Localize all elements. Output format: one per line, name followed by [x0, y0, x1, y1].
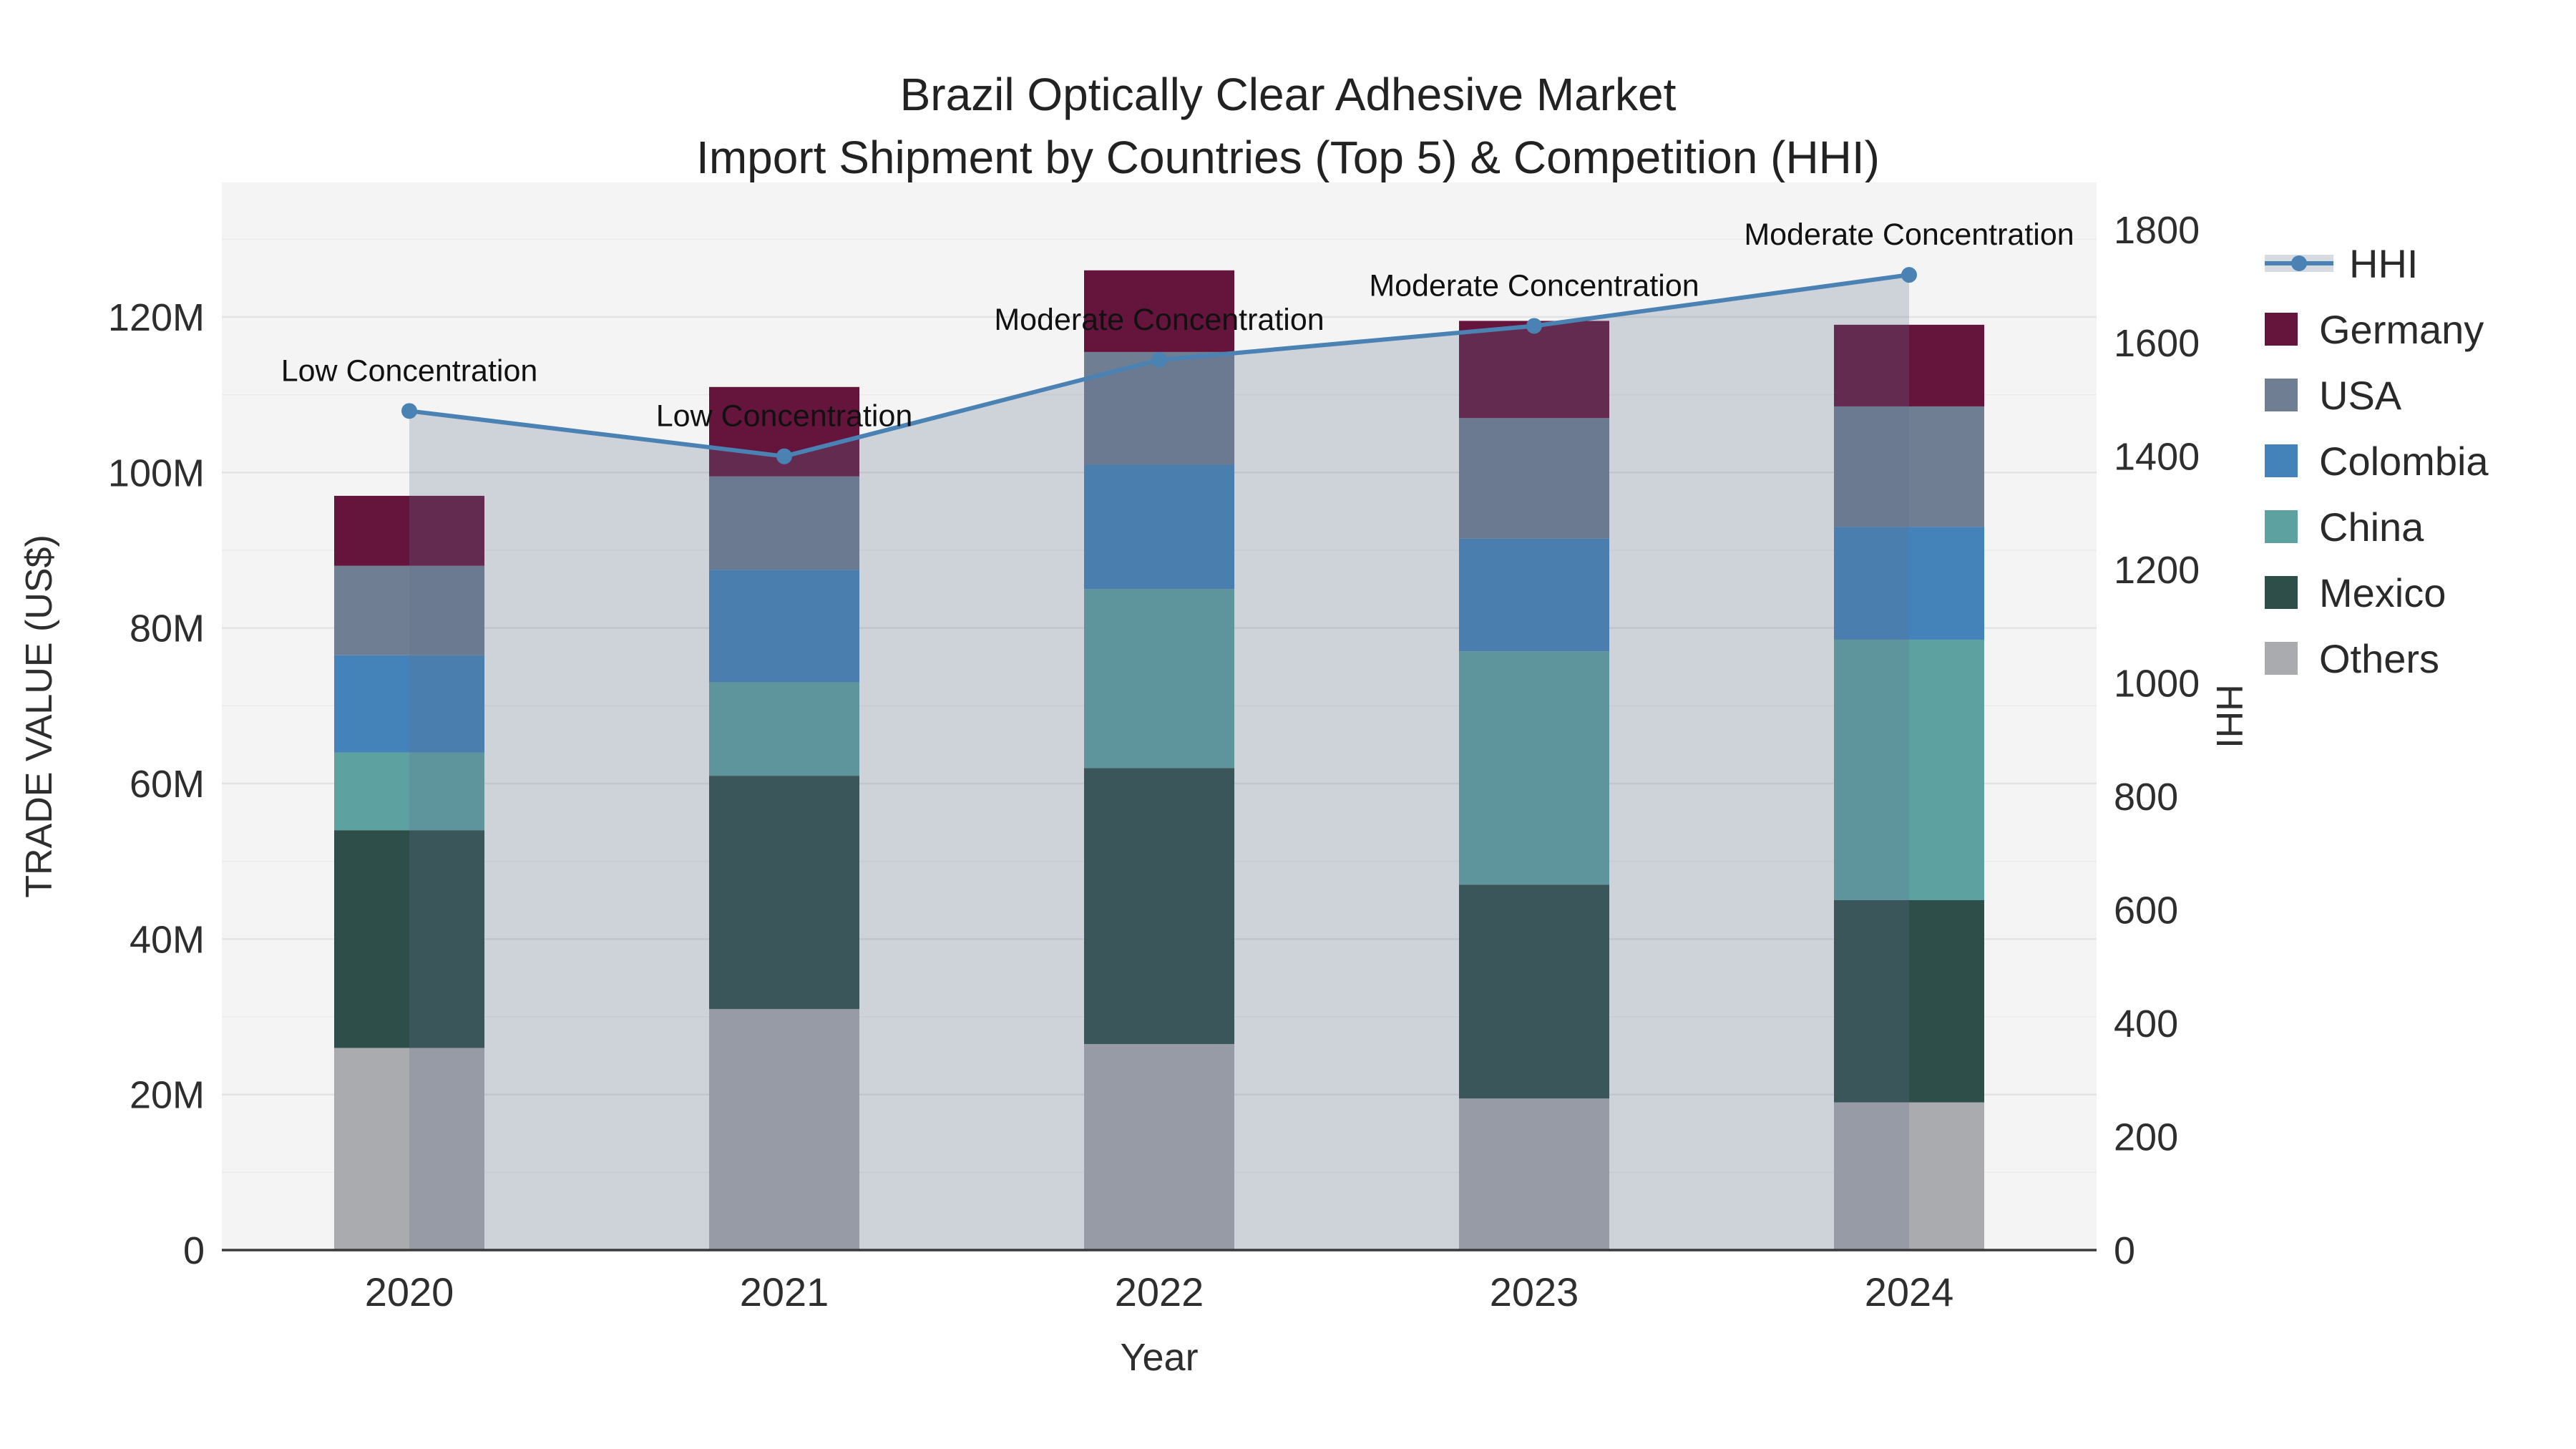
y-left-axis-title: TRADE VALUE (US$) [19, 535, 60, 898]
x-tick-label-2022: 2022 [1115, 1269, 1204, 1314]
bar-segment-2020-colombia[interactable] [334, 655, 484, 753]
y-right-tick-label: 1600 [2114, 322, 2200, 365]
bar-segment-2023-china[interactable] [1459, 651, 1609, 885]
bar-segment-2024-germany[interactable] [1834, 324, 1984, 406]
bar-segment-2023-usa[interactable] [1459, 418, 1609, 539]
bar-segment-2023-mexico[interactable] [1459, 884, 1609, 1099]
x-axis-title: Year [1120, 1336, 1198, 1379]
annotation-2023: Moderate Concentration [1369, 268, 1699, 303]
bar-segment-2021-usa[interactable] [709, 476, 859, 570]
bar-segment-2022-china[interactable] [1084, 589, 1234, 769]
legend-item-others[interactable]: Others [2265, 625, 2489, 691]
annotation-2024: Moderate Concentration [1744, 218, 2074, 252]
y-left-tick-label: 20M [130, 1074, 205, 1117]
legend-swatch-germany [2265, 313, 2298, 346]
hhi-marker-glyph [2291, 255, 2307, 271]
legend-swatch-china [2265, 510, 2298, 543]
legend-item-mexico[interactable]: Mexico [2265, 560, 2489, 625]
bar-segment-2022-colombia[interactable] [1084, 464, 1234, 590]
y-left-tick-label: 100M [108, 452, 205, 494]
bar-segment-2023-germany[interactable] [1459, 321, 1609, 419]
bar-segment-2024-others[interactable] [1834, 1102, 1984, 1250]
annotation-2020: Low Concentration [281, 353, 538, 388]
bar-segment-2022-mexico[interactable] [1084, 768, 1234, 1045]
x-tick-label-2020: 2020 [365, 1269, 454, 1314]
bar-segment-2020-germany[interactable] [334, 495, 484, 566]
bar-segment-2023-colombia[interactable] [1459, 538, 1609, 652]
legend-swatch-colombia [2265, 444, 2298, 477]
legend-label-germany: Germany [2319, 306, 2484, 352]
legend-label-usa: USA [2319, 372, 2402, 418]
y-right-tick-label: 1200 [2114, 549, 2200, 592]
hhi-line-swatch [2265, 249, 2333, 278]
y-right-tick-label: 0 [2114, 1229, 2135, 1272]
hhi-marker-2023[interactable] [1526, 318, 1542, 334]
annotation-2022: Moderate Concentration [994, 303, 1324, 337]
y-left-tick-label: 60M [130, 763, 205, 806]
y-right-tick-label: 1000 [2114, 663, 2200, 706]
bar-segment-2023-others[interactable] [1459, 1098, 1609, 1250]
y-right-tick-label: 600 [2114, 889, 2178, 932]
hhi-marker-2022[interactable] [1151, 352, 1167, 369]
legend-swatch-mexico [2265, 576, 2298, 609]
bar-segment-2024-china[interactable] [1834, 639, 1984, 900]
bar-segment-2020-usa[interactable] [334, 565, 484, 655]
legend-label-colombia: Colombia [2319, 438, 2489, 484]
legend-label-hhi: HHI [2349, 240, 2419, 286]
bar-segment-2021-mexico[interactable] [709, 776, 859, 1010]
bar-segment-2024-usa[interactable] [1834, 406, 1984, 527]
legend-label-china: China [2319, 504, 2424, 550]
bar-segment-2021-others[interactable] [709, 1009, 859, 1250]
bar-segment-2021-china[interactable] [709, 682, 859, 776]
chart-title-line1: Brazil Optically Clear Adhesive Market [899, 69, 1677, 120]
bar-segment-2022-others[interactable] [1084, 1044, 1234, 1250]
hhi-marker-2020[interactable] [401, 403, 417, 419]
legend-swatch-usa [2265, 379, 2298, 411]
legend-label-others: Others [2319, 635, 2440, 681]
y-right-tick-label: 1800 [2114, 209, 2200, 252]
y-right-tick-label: 800 [2114, 776, 2178, 819]
hhi-marker-2021[interactable] [776, 448, 792, 464]
y-right-axis-title: HHI [2208, 684, 2250, 748]
bar-segment-2020-others[interactable] [334, 1048, 484, 1250]
hhi-area-fill [409, 275, 1909, 1251]
bar-segment-2020-china[interactable] [334, 752, 484, 831]
annotation-2021: Low Concentration [656, 399, 913, 434]
y-right-tick-label: 1400 [2114, 436, 2200, 479]
y-right-tick-label: 200 [2114, 1116, 2178, 1159]
y-left-tick-label: 80M [130, 608, 205, 650]
hhi-marker-2024[interactable] [1901, 267, 1917, 283]
legend-swatch-others [2265, 642, 2298, 675]
y-left-tick-label: 120M [108, 296, 205, 339]
chart-title-line2: Import Shipment by Countries (Top 5) & C… [696, 132, 1880, 183]
legend-label-mexico: Mexico [2319, 570, 2446, 615]
legend-item-germany[interactable]: Germany [2265, 296, 2489, 362]
legend: HHI Germany USA Colombia China Mexico Others [2265, 230, 2489, 691]
x-tick-label-2021: 2021 [740, 1269, 829, 1314]
x-tick-label-2024: 2024 [1865, 1269, 1954, 1314]
bar-segment-2022-germany[interactable] [1084, 270, 1234, 352]
bar-segment-2021-colombia[interactable] [709, 570, 859, 683]
legend-item-hhi[interactable]: HHI [2265, 230, 2489, 296]
y-right-tick-label: 400 [2114, 1002, 2178, 1045]
bar-segment-2024-mexico[interactable] [1834, 899, 1984, 1103]
legend-item-usa[interactable]: USA [2265, 362, 2489, 428]
bar-segment-2020-mexico[interactable] [334, 830, 484, 1048]
legend-item-colombia[interactable]: Colombia [2265, 428, 2489, 494]
bar-segment-2024-colombia[interactable] [1834, 527, 1984, 640]
x-tick-label-2023: 2023 [1490, 1269, 1579, 1314]
chart-title: Brazil Optically Clear Adhesive Market I… [0, 63, 2576, 189]
y-left-tick-label: 40M [130, 918, 205, 961]
y-left-tick-label: 0 [183, 1229, 205, 1272]
legend-item-china[interactable]: China [2265, 494, 2489, 560]
